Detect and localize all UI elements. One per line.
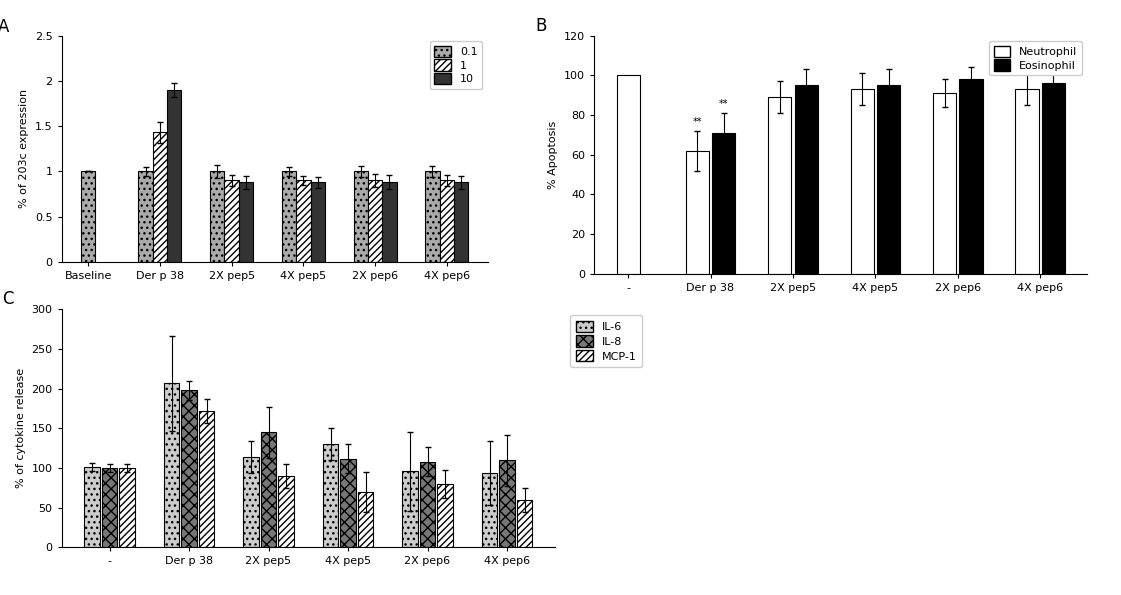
Bar [182,390,197,547]
Bar [768,97,791,274]
Bar [499,460,515,547]
Legend: IL-6, IL-8, MCP-1: IL-6, IL-8, MCP-1 [571,315,642,367]
Bar [164,383,179,547]
Bar [152,133,167,262]
Bar [795,85,817,274]
Bar [686,151,708,274]
Bar [454,182,469,262]
Bar [296,180,311,262]
Bar [119,468,135,547]
Bar [84,467,100,547]
Bar [239,182,253,262]
Text: **: ** [693,117,702,127]
Bar [353,171,368,262]
Bar [960,79,982,274]
Bar [419,462,435,547]
Bar [877,85,900,274]
Bar [81,171,95,262]
Bar [402,471,418,547]
Bar [368,180,382,262]
Bar [198,411,214,547]
Bar [425,171,439,262]
Bar [358,492,373,547]
Bar [281,171,296,262]
Bar [167,90,182,262]
Legend: Neutrophil, Eosinophil: Neutrophil, Eosinophil [989,41,1082,75]
Bar [617,76,640,274]
Bar [102,468,118,547]
Bar [224,180,239,262]
Bar [851,89,873,274]
Bar [482,473,498,547]
Text: A: A [0,18,9,36]
Text: C: C [2,290,13,308]
Bar [712,133,735,274]
Bar [517,500,532,547]
Bar [1016,89,1038,274]
Bar [323,444,339,547]
Bar [439,180,454,262]
Text: **: ** [719,99,729,109]
Bar [260,433,277,547]
Bar [278,476,294,547]
Bar [210,171,224,262]
Bar [311,182,325,262]
Bar [437,484,453,547]
Bar [340,459,356,547]
Y-axis label: % of cytokine release: % of cytokine release [16,368,26,488]
Y-axis label: % of 203c expression: % of 203c expression [19,89,29,208]
Legend: 0.1, 1, 10: 0.1, 1, 10 [430,41,482,89]
Y-axis label: % Apoptosis: % Apoptosis [548,121,558,189]
Bar [243,457,259,547]
Bar [138,171,152,262]
Bar [1041,83,1065,274]
Bar [933,93,956,274]
Text: B: B [535,17,546,35]
Bar [382,182,397,262]
